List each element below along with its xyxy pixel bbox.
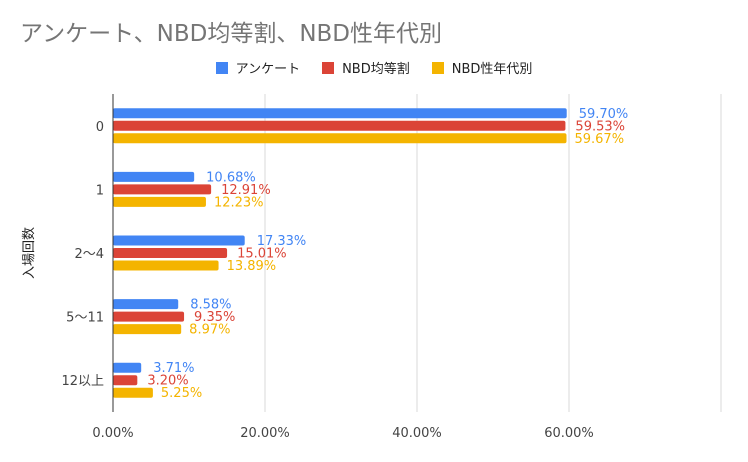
- legend-label-nbd-equal: NBD均等割: [342, 62, 410, 77]
- bar: [113, 133, 567, 144]
- bar: [113, 311, 185, 322]
- data-label: 17.33%: [257, 234, 307, 249]
- y-tick-label: 12以上: [61, 374, 104, 389]
- legend-item-survey: アンケート: [215, 58, 301, 77]
- bar: [113, 260, 219, 271]
- bar: [113, 248, 228, 258]
- data-label: 8.97%: [189, 323, 230, 338]
- y-tick-label: 1: [96, 183, 104, 198]
- legend: アンケート NBD均等割 NBD性年代別: [0, 58, 748, 77]
- x-tick-label: 20.00%: [240, 426, 290, 441]
- bar: [113, 235, 245, 246]
- legend-item-nbd-gender-age: NBD性年代別: [431, 58, 533, 77]
- bar: [113, 299, 179, 310]
- data-label: 59.53%: [575, 119, 625, 134]
- data-label: 12.91%: [221, 183, 271, 198]
- legend-swatch-survey: [215, 61, 228, 74]
- y-tick-label: 2〜4: [74, 247, 104, 262]
- bar: [113, 196, 206, 207]
- legend-label-survey: アンケート: [235, 62, 301, 77]
- y-tick-label: 0: [96, 120, 104, 135]
- data-label: 59.67%: [574, 132, 624, 147]
- x-tick-label: 0.00%: [92, 426, 133, 441]
- legend-swatch-nbd-equal: [322, 61, 335, 74]
- data-label: 8.58%: [190, 298, 231, 313]
- bar: [113, 120, 566, 131]
- bar: [113, 362, 142, 373]
- bar: [113, 184, 212, 195]
- x-tick-label: 40.00%: [392, 426, 442, 441]
- chart-title: アンケート、NBD均等割、NBD性年代別: [20, 21, 443, 47]
- bar: [113, 387, 153, 398]
- legend-swatch-nbd-gender-age: [431, 61, 444, 74]
- y-axis-title: 入場回数: [22, 227, 37, 279]
- data-label: 13.89%: [227, 259, 277, 274]
- y-tick-label: 5〜11: [66, 311, 104, 326]
- bar: [113, 375, 138, 386]
- legend-label-nbd-gender-age: NBD性年代別: [451, 62, 533, 77]
- bar: [113, 324, 182, 335]
- data-label: 5.25%: [161, 386, 202, 401]
- data-label: 12.23%: [214, 195, 264, 210]
- data-label: 3.71%: [153, 361, 194, 376]
- data-label: 59.70%: [579, 107, 629, 122]
- data-label: 9.35%: [194, 310, 235, 325]
- bar: [113, 171, 195, 182]
- x-tick-label: 60.00%: [544, 426, 594, 441]
- bar: [113, 108, 567, 119]
- data-label: 15.01%: [237, 247, 287, 262]
- legend-item-nbd-equal: NBD均等割: [322, 58, 410, 77]
- data-label: 3.20%: [147, 374, 188, 389]
- data-label: 10.68%: [206, 170, 256, 185]
